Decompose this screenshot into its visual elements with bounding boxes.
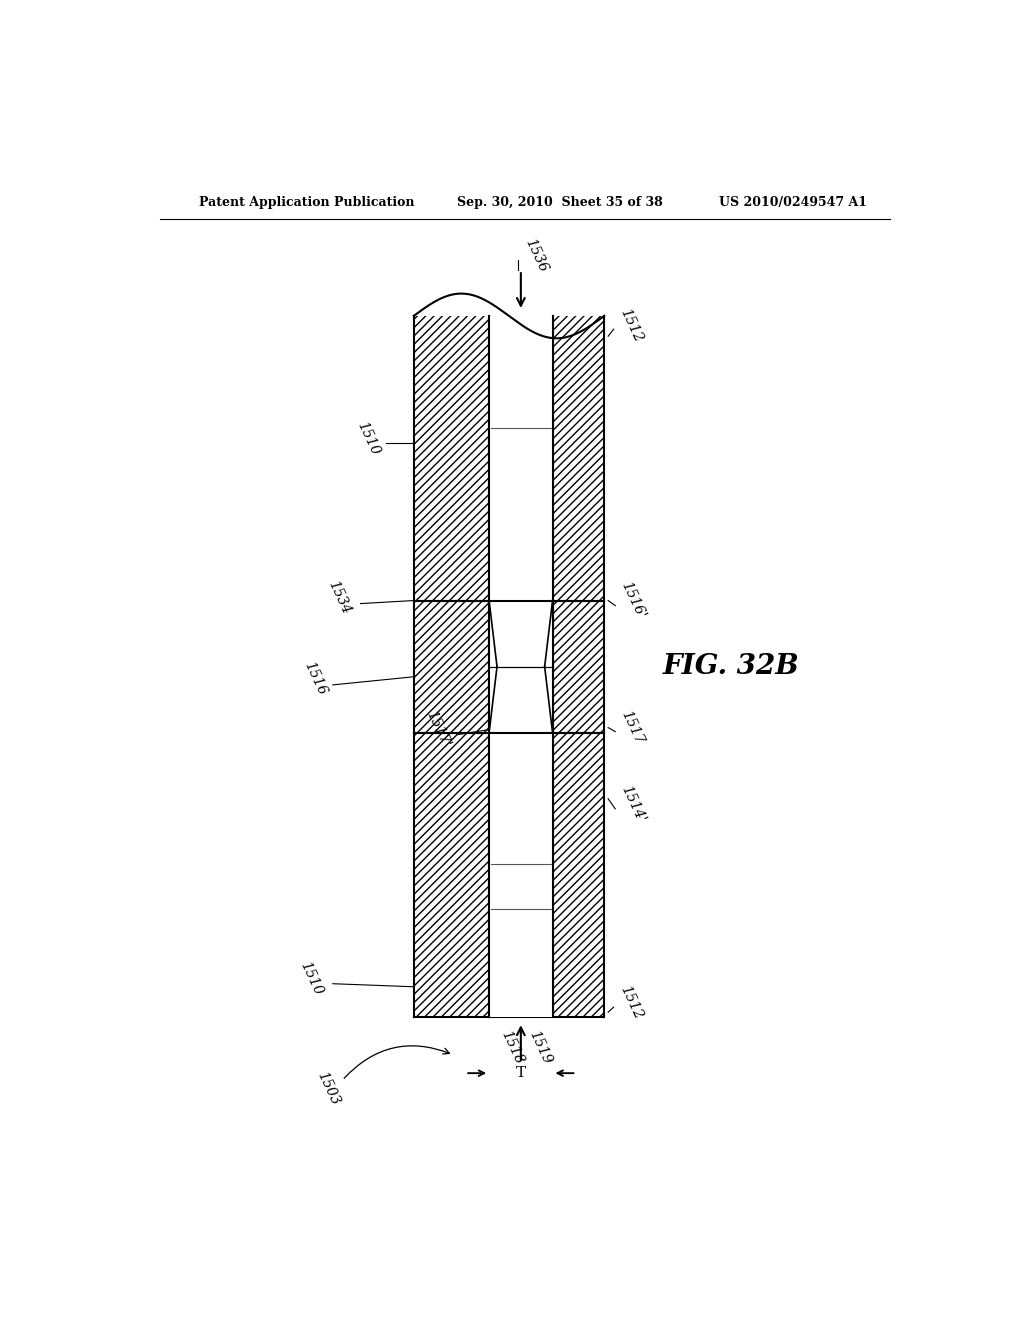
Bar (489, 733, 553, 1018)
Bar (553, 315, 604, 601)
Text: 1536: 1536 (522, 236, 550, 275)
Bar (553, 733, 604, 1018)
Text: T: T (516, 1067, 526, 1080)
Bar (489, 315, 553, 601)
Text: 1510: 1510 (354, 418, 382, 457)
FancyArrowPatch shape (344, 1045, 450, 1078)
Text: 1534: 1534 (325, 578, 352, 616)
Text: 1512: 1512 (617, 306, 645, 345)
Bar (553, 601, 604, 733)
Text: 1518: 1518 (498, 1028, 525, 1067)
Text: Patent Application Publication: Patent Application Publication (200, 195, 415, 209)
Bar (489, 315, 553, 1018)
Text: 1512: 1512 (617, 983, 645, 1022)
Text: 1517': 1517' (423, 709, 453, 750)
Bar (414, 733, 489, 1018)
Text: 1516': 1516' (618, 579, 648, 622)
Bar (414, 601, 489, 733)
Text: 1517: 1517 (618, 709, 646, 747)
Text: 1516: 1516 (301, 660, 329, 698)
Text: FIG. 32B: FIG. 32B (663, 653, 800, 680)
Text: 1510: 1510 (297, 960, 325, 998)
Text: 1503: 1503 (314, 1069, 342, 1107)
Text: 1519: 1519 (526, 1028, 554, 1067)
Text: US 2010/0249547 A1: US 2010/0249547 A1 (719, 195, 867, 209)
Text: 1514': 1514' (618, 783, 648, 825)
Bar (489, 601, 553, 733)
Bar (414, 315, 489, 601)
Text: Sep. 30, 2010  Sheet 35 of 38: Sep. 30, 2010 Sheet 35 of 38 (458, 195, 664, 209)
